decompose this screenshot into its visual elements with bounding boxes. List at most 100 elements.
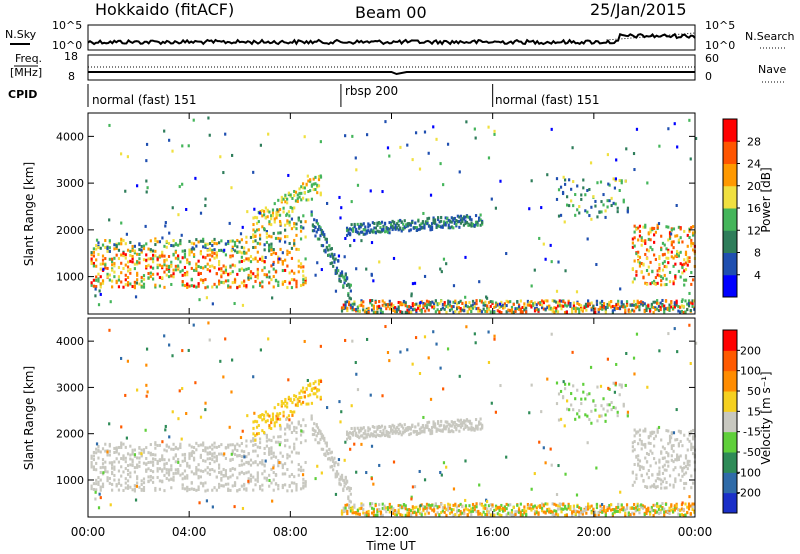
- power-cell-976: [394, 223, 397, 227]
- velocity-cell-1424: [503, 505, 506, 509]
- velocity-cell-488: [247, 452, 250, 456]
- velocity-cell-694: [268, 424, 271, 428]
- velocity-cell-945: [379, 434, 382, 438]
- power-cell-397: [217, 248, 221, 252]
- power-cell-1456: [521, 310, 524, 314]
- velocity-cell-1717: [675, 504, 678, 508]
- velocity-cell-1141: [477, 422, 481, 426]
- power-cell-872: [348, 285, 351, 289]
- velocity-cell-461: [238, 454, 241, 458]
- velocity-cell-729: [289, 397, 292, 401]
- velocity-cell-813: [323, 436, 326, 440]
- power-cell-2204: [557, 260, 560, 264]
- velocity-cell-1048: [430, 426, 434, 430]
- power-cell-304: [188, 248, 191, 252]
- velocity-cell-575: [277, 464, 280, 468]
- power-cell-1132: [473, 224, 476, 228]
- power-cell-1792: [600, 200, 603, 204]
- velocity-cell-20: [95, 461, 98, 465]
- power-cell-2227: [136, 184, 139, 188]
- power-cell-664: [304, 276, 307, 280]
- velocity-cell-1689: [659, 504, 662, 508]
- velocity-cell-174: [145, 462, 148, 466]
- velocity-cell-2053: [422, 415, 425, 419]
- power-cell-248: [170, 243, 173, 247]
- power-cell-2055: [688, 118, 691, 122]
- velocity-cell-563: [272, 488, 275, 492]
- velocity-cell-1833: [635, 473, 638, 477]
- power-cell-1799: [606, 199, 609, 203]
- velocity-cell-2090: [258, 415, 261, 419]
- power-cell-1935: [665, 283, 668, 287]
- velocity-cell-590: [281, 483, 284, 487]
- velocity-cell-1468: [528, 504, 531, 508]
- power-cell-672: [255, 216, 259, 220]
- power-cell-571: [274, 279, 278, 283]
- power-cell-2164: [672, 227, 676, 231]
- velocity-cell-327: [195, 448, 198, 452]
- power-cell-416: [224, 253, 228, 257]
- power-cell-1851: [640, 262, 643, 266]
- velocity-cell-1866: [644, 456, 647, 460]
- power-cell-1150: [340, 306, 344, 310]
- power-cell-1322: [443, 301, 446, 305]
- velocity-cell-1137: [476, 427, 479, 431]
- power-cell-1527: [563, 310, 567, 314]
- velocity-cell-501: [252, 488, 255, 492]
- power-cell-1557: [581, 309, 584, 313]
- power-cell-152: [138, 257, 141, 261]
- velocity-cell-604: [286, 453, 289, 457]
- power-cell-1475: [533, 307, 537, 311]
- power-cell-1483: [537, 308, 540, 312]
- power-cell-1114: [464, 215, 467, 219]
- power-cell-697: [270, 223, 273, 227]
- x-tick-label-3: 12:00: [374, 525, 409, 539]
- power-cell-635: [295, 285, 298, 289]
- velocity-cell-278: [179, 463, 182, 467]
- power-cell-1546: [574, 309, 577, 313]
- noise-ytick-top-left: 10^5: [52, 19, 82, 32]
- power-cell-18: [95, 244, 98, 248]
- power-cell-885: [349, 227, 352, 231]
- power-cell-1474: [532, 302, 535, 306]
- power-cell-341: [199, 252, 202, 256]
- power-cell-1203: [372, 307, 375, 311]
- power-cell-438: [231, 239, 234, 243]
- power-cell-1734: [686, 308, 689, 312]
- velocity-cell-2156: [595, 466, 598, 470]
- velocity-cell-1274: [415, 505, 418, 509]
- power-cell-705: [275, 216, 278, 220]
- power-cell-937: [374, 226, 378, 230]
- power-cell-1399: [487, 308, 491, 312]
- power-cell-1667: [647, 306, 650, 310]
- power-cell-1119: [467, 215, 470, 219]
- velocity-cell-1422: [502, 509, 505, 513]
- power-cell-85: [117, 248, 121, 252]
- velocity-cell-351: [204, 449, 207, 453]
- velocity-cell-1785: [592, 399, 595, 403]
- power-cell-1876: [647, 231, 650, 235]
- power-cell-565: [272, 267, 275, 271]
- velocity-cell-1817: [624, 383, 627, 387]
- velocity-cell-1664: [645, 509, 648, 513]
- power-cell-1162: [347, 302, 351, 306]
- power-cell-240: [167, 269, 171, 273]
- velocity-cell-1665: [645, 507, 648, 511]
- velocity-cell-1615: [615, 506, 618, 510]
- velocity-cell-62: [108, 481, 111, 485]
- velocity-cell-244: [167, 469, 171, 473]
- power-cell-67: [111, 268, 114, 272]
- velocity-cell-417: [224, 474, 228, 478]
- velocity-cell-1288: [422, 507, 425, 511]
- velocity-cell-19: [95, 482, 98, 486]
- velocity-cell-1950: [668, 483, 672, 487]
- velocity-cell-2022: [690, 429, 693, 433]
- power-cell-13: [92, 264, 96, 268]
- velocity-cell-811: [321, 434, 325, 438]
- power-cell-1578: [594, 307, 597, 311]
- power-cell-2210: [239, 232, 243, 236]
- velocity-cell-315: [192, 445, 196, 449]
- power-cell-356: [204, 286, 207, 290]
- velocity-cell-1836: [635, 477, 638, 481]
- power-cell-2029: [691, 248, 695, 252]
